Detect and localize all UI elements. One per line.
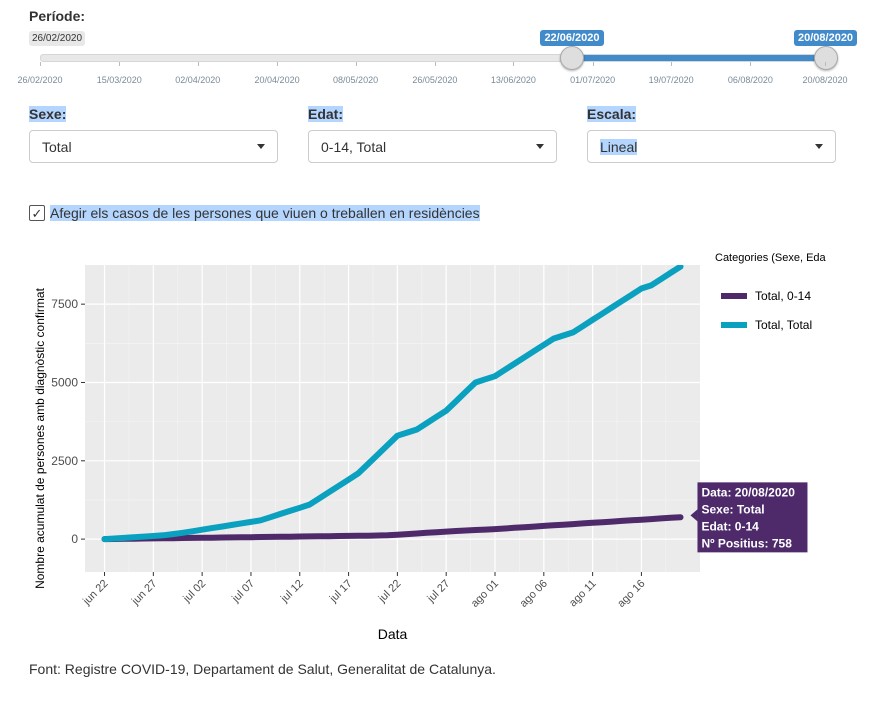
slider-ticks: 26/02/2020 15/03/2020 02/04/2020 20/04/2020… (17, 62, 848, 85)
period-min-tag: 26/02/2020 (29, 31, 86, 46)
slider-tick-label: 26/02/2020 (17, 75, 63, 85)
slider-selected-range (571, 55, 825, 61)
residencies-checkbox-label: Afegir els casos de les persones que viu… (50, 205, 480, 221)
slider-tick-label: 19/07/2020 (648, 75, 694, 85)
x-tick-label: jul 22 (376, 578, 404, 606)
x-tick-label: jun 22 (80, 578, 110, 608)
y-tick-label: 5000 (51, 375, 78, 389)
slider-tick-label: 06/08/2020 (727, 75, 773, 85)
series-line-total-total (101, 265, 684, 543)
edat-select[interactable]: 0-14, Total (308, 130, 557, 163)
residencies-checkbox[interactable]: ✓ (29, 205, 45, 221)
legend-label: Total, 0-14 (755, 289, 811, 303)
edat-label: Edat: (308, 106, 343, 122)
caret-down-icon (536, 144, 544, 149)
tooltip-line: Sexe: Total (701, 502, 764, 516)
y-tick-label: 7500 (51, 297, 78, 311)
slider-from-handle[interactable] (560, 46, 585, 70)
x-tick-label: ago 16 (615, 578, 647, 610)
slider-tick-mark (434, 62, 436, 66)
slider-tick-mark (277, 62, 279, 66)
caret-down-icon (257, 144, 265, 149)
x-tick-label: jul 12 (278, 578, 306, 606)
slider-tick-label: 26/05/2020 (412, 75, 458, 85)
slider-tick-label: 01/07/2020 (570, 75, 616, 85)
x-tick-label: ago 01 (469, 578, 501, 610)
legend: Categories (Sexe, Eda Total, 0-14 Total, … (715, 252, 827, 332)
slider-tick-label: 15/03/2020 (96, 75, 142, 85)
slider-tick-mark (671, 62, 673, 66)
slider-tick-label: 02/04/2020 (175, 75, 221, 85)
slider-to-handle[interactable] (814, 46, 838, 70)
y-tick-label: 2500 (51, 454, 78, 468)
slider-from-bubble: 22/06/2020 (540, 30, 604, 46)
sexe-select-value: Total (42, 138, 72, 155)
slider-tick-mark (750, 62, 752, 66)
slider-tick-mark (197, 62, 199, 66)
sexe-select[interactable]: Total (29, 130, 278, 163)
residencies-option[interactable]: ✓ Afegir els casos de les persones que v… (29, 205, 480, 221)
slider-tick-mark (40, 62, 41, 66)
legend-title: Categories (Sexe, Eda (715, 252, 827, 264)
slider-tick-mark (355, 62, 357, 66)
tooltip-line: Data: 20/08/2020 (701, 485, 795, 499)
x-tick-label: ago 11 (567, 578, 599, 610)
series-lines (101, 265, 684, 543)
caret-down-icon (815, 144, 823, 149)
slider-tick-mark (592, 62, 594, 66)
slider-tick-mark (513, 62, 515, 66)
edat-select-value: 0-14, Total (321, 138, 387, 155)
x-tick-label: jul 17 (327, 578, 355, 606)
slider-tick-mark (119, 62, 121, 66)
tooltip-box (697, 482, 808, 553)
check-icon: ✓ (31, 205, 43, 221)
escala-select[interactable]: Lineal (587, 130, 836, 163)
sexe-label: Sexe: (29, 106, 67, 122)
slider-tick-label: 13/06/2020 (490, 75, 536, 85)
escala-select-value: Lineal (600, 138, 638, 155)
y-tick-label: 0 (71, 532, 78, 546)
slider-tick-label: 20/04/2020 (254, 75, 300, 85)
x-axis-title: Data (378, 626, 408, 642)
legend-label: Total, Total (755, 318, 812, 332)
tooltip-line: Nº Positius: 758 (701, 536, 792, 550)
source-note: Font: Registre COVID-19, Departament de … (29, 661, 496, 677)
slider-to-bubble: 20/08/2020 (794, 30, 858, 46)
hover-tooltip: Data: 20/08/2020 Sexe: Total Edat: 0-14 Nº … (690, 482, 808, 553)
tooltip-pointer (690, 509, 698, 522)
tooltip-line: Edat: 0-14 (701, 519, 759, 533)
slider-tick-label: 20/08/2020 (802, 75, 848, 85)
period-slider[interactable]: 22/06/2020 20/08/2020 26/02/2020 15/03/20… (17, 30, 858, 85)
x-tick-label: jul 02 (180, 578, 208, 606)
x-tick-label: jul 07 (229, 578, 257, 606)
y-axis-title: Nombre acumulat de persones amb diagnòst… (33, 287, 47, 588)
line-chart: 0 2500 5000 7500 jun 22 jun 27 jul 02 jul 07 jul… (33, 252, 827, 642)
slider-tick-label: 08/05/2020 (333, 75, 379, 85)
x-tick-label: ago 06 (518, 578, 550, 610)
period-label: Període: (29, 8, 86, 24)
series-line-total-0-14 (101, 514, 684, 543)
slider-tick-mark (825, 62, 826, 66)
x-tick-label: jun 27 (129, 578, 159, 608)
x-tick-label: jul 27 (425, 578, 453, 606)
escala-label: Escala: (587, 106, 637, 122)
